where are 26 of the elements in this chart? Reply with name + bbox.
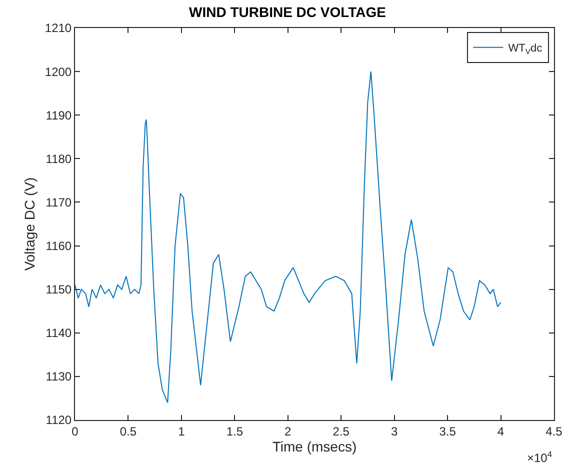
- x-tick-label: 0.5: [120, 424, 137, 438]
- y-tick-label: 1190: [46, 108, 72, 122]
- x-tick-label: 1: [178, 424, 186, 438]
- y-tick-label: 1160: [46, 238, 72, 253]
- text: ×10$^{4}$: [527, 449, 552, 466]
- x-tick-label: 4: [497, 424, 504, 438]
- y-tick-label: 1150: [46, 282, 72, 297]
- line-series: [75, 71, 502, 404]
- x-tick-label: 2: [284, 424, 292, 438]
- y-tick-label: 1130: [46, 370, 72, 384]
- x-tick-label: 3: [390, 424, 398, 438]
- y-tick-label: 1200: [44, 64, 72, 79]
- x-tick-label: 4.5: [546, 424, 563, 438]
- x-tick-label: 1.5: [226, 424, 244, 438]
- y-tick-label: 1120: [46, 413, 72, 428]
- x-tick-label: 0: [72, 424, 79, 438]
- y-tick-label: 1170: [46, 195, 72, 210]
- y-tick-label: 1140: [46, 326, 72, 340]
- y-tick-label: 1180: [46, 152, 72, 166]
- chart-title: WIND TURBINE DC VOLTAGE: [188, 4, 386, 20]
- x-tick-label: 2.5: [332, 424, 350, 438]
- y-axis-title: Voltage DC (V): [21, 177, 38, 271]
- legend-label: WT$_{V}$dc: [508, 42, 543, 56]
- x-axis-title: Time (msecs): [272, 438, 357, 455]
- y-tick-label: 1210: [44, 21, 72, 36]
- x-tick-label: 3.5: [439, 424, 456, 438]
